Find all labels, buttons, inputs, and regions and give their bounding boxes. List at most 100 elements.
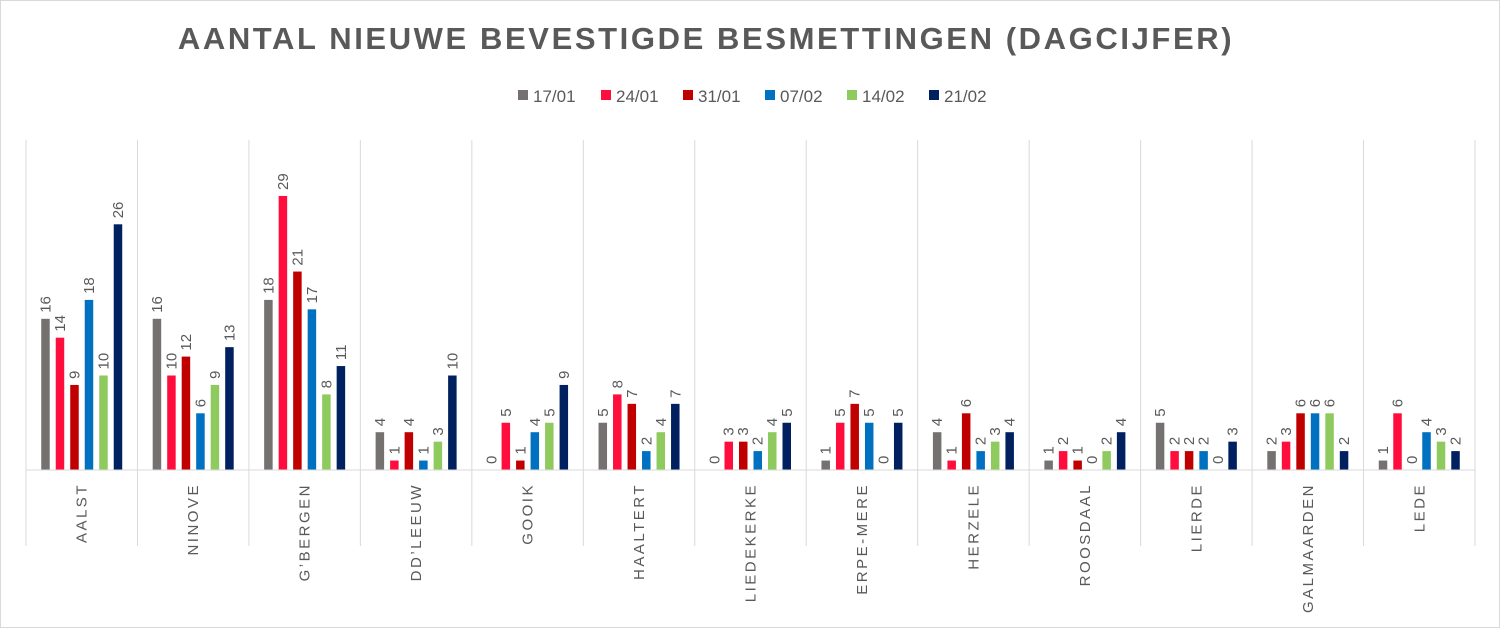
category-label: LIEDEKERKE — [743, 483, 760, 602]
bar-aalst-17-01 — [41, 318, 50, 470]
data-label: 5 — [861, 408, 878, 416]
data-label: 4 — [1419, 418, 1436, 426]
legend-label: 31/01 — [698, 87, 741, 106]
bar-haaltert-07-02 — [642, 451, 651, 470]
bar-erpe-mere-24-01 — [835, 422, 845, 470]
bar-erpe-mere-21-02 — [893, 422, 903, 470]
data-label: 1 — [818, 446, 835, 454]
legend: 17/01 24/01 31/01 07/02 14/02 21/02 — [518, 87, 987, 106]
data-label: 29 — [275, 173, 292, 190]
data-label: 2 — [1055, 437, 1072, 445]
data-label: 4 — [929, 418, 946, 426]
bar-herzele-07-02 — [976, 451, 985, 470]
data-label: 6 — [1293, 399, 1310, 407]
legend-swatch — [929, 90, 939, 100]
data-label: 0 — [1084, 456, 1101, 464]
data-label: 1 — [1070, 446, 1087, 454]
data-label: 2 — [973, 437, 990, 445]
bar-dd-leeuw-31-01 — [404, 432, 414, 470]
category-separators — [25, 140, 1476, 546]
bar-lede-21-02 — [1451, 451, 1460, 470]
legend-swatch — [847, 90, 857, 100]
data-label: 0 — [706, 456, 723, 464]
category-label: DD’LEEUW — [408, 483, 425, 581]
bar-g-bergen-21-02 — [336, 366, 346, 470]
bar-herzele-14-02 — [990, 441, 1000, 470]
bar-roosdaal-31-01 — [1073, 460, 1082, 470]
legend-item-07-02: 07/02 — [765, 87, 823, 106]
data-label: 0 — [1210, 456, 1227, 464]
bar-dd-leeuw-17-01 — [375, 432, 385, 470]
bar-lierde-31-01 — [1184, 451, 1194, 470]
data-label: 9 — [556, 371, 573, 379]
legend-item-14-02: 14/02 — [847, 87, 905, 106]
bar-gooik-14-02 — [545, 422, 554, 470]
data-label: 0 — [1404, 456, 1421, 464]
bar-roosdaal-17-01 — [1044, 460, 1053, 470]
data-label: 3 — [1278, 427, 1295, 435]
category-label: AALST — [74, 483, 91, 543]
legend-label: 24/01 — [616, 87, 659, 106]
bar-haaltert-24-01 — [613, 394, 622, 470]
bar-liedekerke-31-01 — [739, 441, 748, 470]
bar-g-bergen-17-01 — [264, 299, 273, 470]
data-label: 2 — [1264, 437, 1281, 445]
bar-erpe-mere-31-01 — [850, 403, 859, 470]
bar-roosdaal-21-02 — [1116, 432, 1126, 470]
data-label: 9 — [207, 371, 224, 379]
data-label: 1 — [1375, 446, 1392, 454]
bar-lierde-07-02 — [1199, 451, 1208, 470]
legend-label: 17/01 — [533, 87, 576, 106]
data-label: 8 — [318, 380, 335, 388]
data-label: 1 — [1041, 446, 1058, 454]
data-label: 4 — [653, 418, 670, 426]
data-label: 18 — [260, 277, 277, 294]
data-label: 2 — [1196, 437, 1213, 445]
data-label: 13 — [221, 324, 238, 341]
bar-lede-24-01 — [1393, 413, 1402, 470]
chart-title: AANTAL NIEUWE BEVESTIGDE BESMETTINGEN (D… — [178, 21, 1234, 56]
data-label: 10 — [444, 353, 461, 370]
data-label: 1 — [386, 446, 403, 454]
data-label: 21 — [289, 249, 306, 266]
data-label: 11 — [333, 344, 350, 360]
bar-galmaarden-21-02 — [1339, 451, 1349, 470]
data-label: 3 — [721, 427, 738, 435]
data-label: 7 — [624, 390, 641, 398]
legend-swatch — [683, 90, 693, 100]
bar-dd-leeuw-24-01 — [390, 460, 399, 470]
category-label: ROOSDAAL — [1077, 483, 1094, 586]
data-label: 6 — [1322, 399, 1339, 407]
data-label: 6 — [958, 399, 975, 407]
legend-item-17-01: 17/01 — [518, 87, 576, 106]
bar-dd-leeuw-14-02 — [433, 441, 443, 470]
data-label: 2 — [1167, 437, 1184, 445]
data-label: 3 — [987, 427, 1004, 435]
bar-galmaarden-17-01 — [1267, 451, 1276, 470]
data-label: 10 — [95, 353, 112, 370]
bar-ninove-31-01 — [181, 356, 191, 470]
data-label: 2 — [638, 437, 655, 445]
data-label: 3 — [735, 427, 752, 435]
data-label: 5 — [1152, 408, 1169, 416]
legend-item-21-02: 21/02 — [929, 87, 987, 106]
bar-lierde-21-02 — [1228, 441, 1237, 470]
legend-swatch — [765, 90, 775, 100]
category-label: NINOVE — [185, 483, 202, 556]
bar-herzele-24-01 — [947, 460, 956, 470]
data-label: 5 — [890, 408, 907, 416]
bar-roosdaal-14-02 — [1102, 451, 1111, 470]
data-label: 7 — [667, 390, 684, 398]
legend-item-31-01: 31/01 — [683, 87, 741, 106]
data-label: 0 — [876, 456, 893, 464]
bar-erpe-mere-07-02 — [864, 422, 874, 470]
bar-herzele-31-01 — [961, 413, 971, 470]
category-label: GOOIK — [520, 483, 537, 545]
legend-swatch — [601, 90, 611, 100]
bar-aalst-31-01 — [70, 384, 79, 470]
data-label: 4 — [1002, 418, 1019, 426]
data-label: 6 — [1307, 399, 1324, 407]
bar-lede-14-02 — [1436, 441, 1446, 470]
category-label: G’BERGEN — [297, 483, 314, 581]
